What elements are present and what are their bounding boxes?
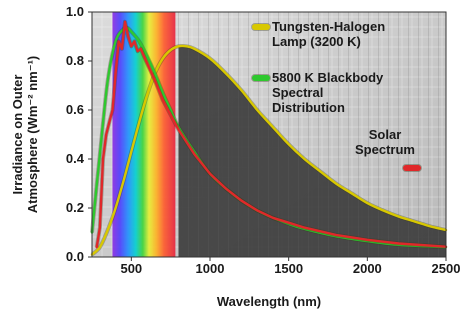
x-axis-title: Wavelength (nm) bbox=[217, 294, 321, 309]
y-tick-label: 1.0 bbox=[66, 4, 84, 19]
legend-label-line: Spectrum bbox=[355, 142, 415, 157]
y-tick-label: 0.8 bbox=[66, 53, 84, 68]
legend-label-line: Distribution bbox=[272, 100, 345, 115]
legend-swatch bbox=[252, 24, 270, 30]
y-axis-title-line: Atmosphere (Wm⁻² nm⁻¹) bbox=[25, 56, 40, 213]
dark-region-grid bbox=[178, 12, 439, 257]
y-tick-label: 0.0 bbox=[66, 249, 84, 264]
tungsten-halogen-line bbox=[90, 44, 448, 256]
y-axis-title-line: Irradiance on Outer bbox=[10, 75, 25, 195]
visible-spectrum-band bbox=[112, 12, 176, 257]
legend-label-line: Tungsten-Halogen bbox=[272, 19, 385, 34]
x-tick-label: 500 bbox=[120, 261, 142, 276]
x-tick-label: 1500 bbox=[274, 261, 303, 276]
legend-label-line: Solar bbox=[369, 127, 402, 142]
plot-frame bbox=[91, 11, 447, 258]
legend-label-line: Spectral bbox=[272, 85, 323, 100]
x-tick-label: 2500 bbox=[432, 261, 461, 276]
x-tick-label: 2000 bbox=[353, 261, 382, 276]
legend-label-line: Lamp (3200 K) bbox=[272, 34, 361, 49]
x-tick-label: 1000 bbox=[196, 261, 225, 276]
legend-swatch bbox=[252, 75, 270, 81]
legend-swatch bbox=[403, 165, 421, 171]
y-tick-label: 0.4 bbox=[66, 151, 85, 166]
legend-label-line: 5800 K Blackbody bbox=[272, 70, 384, 85]
solar-spectrum-line bbox=[95, 20, 448, 249]
y-tick-label: 0.6 bbox=[66, 102, 84, 117]
y-tick-label: 0.2 bbox=[66, 200, 84, 215]
